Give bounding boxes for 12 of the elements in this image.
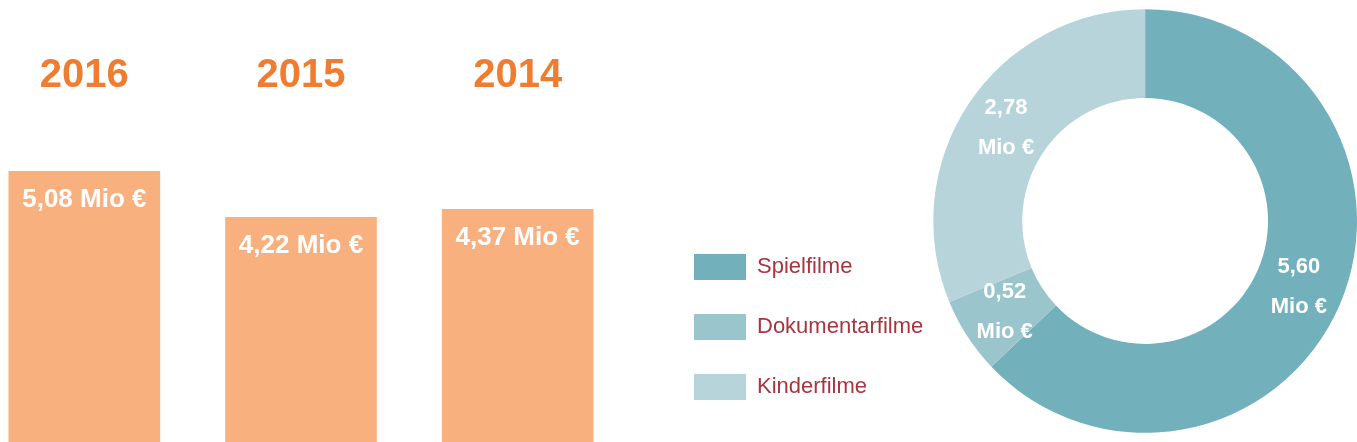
- x-tick-label: 2014: [473, 51, 563, 96]
- legend-label: Dokumentarfilme: [757, 313, 924, 339]
- data-label: 2,78 Mio €: [977, 94, 1035, 160]
- data-label: 5,08 Mio €: [22, 183, 147, 214]
- data-label: 0,52 Mio €: [976, 278, 1033, 344]
- data-label: 5,60 Mio €: [1270, 253, 1328, 319]
- data-label: 4,37 Mio €: [455, 221, 580, 252]
- x-tick-label: 2016: [39, 51, 129, 96]
- legend-label: Kinderfilme: [757, 373, 868, 399]
- x-tick-label: 2015: [256, 51, 346, 96]
- data-label: 4,22 Mio €: [238, 229, 364, 260]
- legend-label: Spielfilme: [757, 253, 853, 279]
